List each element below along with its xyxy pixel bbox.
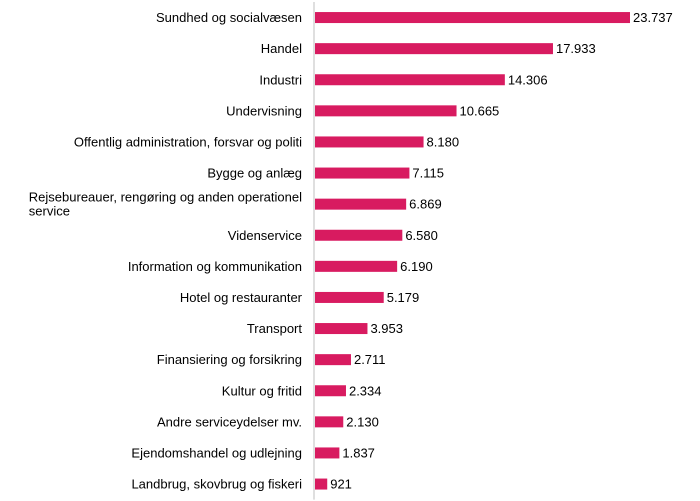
category-label-landbrug-skovbrug-og-fiskeri: Landbrug, skovbrug og fiskeri — [131, 477, 302, 492]
value-label-ejendomshandel-og-udlejning: 1.837 — [342, 445, 375, 460]
value-label-handel: 17.933 — [556, 41, 596, 56]
value-label-videnservice: 6.580 — [405, 228, 438, 243]
bar-bygge-og-anlaeg — [315, 167, 410, 179]
value-label-bygge-og-anlaeg: 7.115 — [412, 166, 444, 181]
value-label-sundhed-og-socialvaesen: 23.737 — [633, 10, 673, 25]
value-label-andre-serviceydelser-mv: 2.130 — [346, 414, 379, 429]
category-label-bygge-og-anlaeg: Bygge og anlæg — [207, 166, 302, 181]
value-label-landbrug-skovbrug-og-fiskeri: 921 — [330, 477, 352, 492]
category-label-finansiering-og-forsikring: Finansiering og forsikring — [157, 352, 302, 367]
bar-sundhed-og-socialvaesen — [315, 12, 630, 24]
bar-offentlig-administration-forsvar-og-politi — [315, 136, 424, 148]
bar-andre-serviceydelser-mv — [315, 416, 344, 428]
bar-rejsebureauer-rengoring-og-anden-operationel-service — [315, 198, 407, 210]
bar-finansiering-og-forsikring — [315, 354, 351, 366]
value-label-information-og-kommunikation: 6.190 — [400, 259, 433, 274]
category-label-undervisning: Undervisning — [226, 103, 302, 118]
value-label-rejsebureauer-rengoring-og-anden-operationel-service: 6.869 — [409, 197, 442, 212]
bar-handel — [315, 43, 553, 55]
category-label-sundhed-og-socialvaesen: Sundhed og socialvæsen — [156, 10, 302, 25]
value-label-undervisning: 10.665 — [460, 103, 500, 118]
category-label-videnservice: Videnservice — [228, 228, 302, 243]
bar-landbrug-skovbrug-og-fiskeri — [315, 478, 328, 490]
category-label-rejsebureauer-rengoring-og-anden-operationel-service: Rejsebureauer, rengøring og anden operat… — [29, 190, 302, 219]
category-label-ejendomshandel-og-udlejning: Ejendomshandel og udlejning — [131, 445, 302, 460]
value-label-offentlig-administration-forsvar-og-politi: 8.180 — [427, 134, 460, 149]
bar-transport — [315, 323, 368, 335]
value-label-finansiering-og-forsikring: 2.711 — [354, 352, 386, 367]
value-label-kultur-og-fritid: 2.334 — [349, 383, 382, 398]
value-label-industri: 14.306 — [508, 72, 548, 87]
category-label-kultur-og-fritid: Kultur og fritid — [222, 383, 302, 398]
category-label-hotel-og-restauranter: Hotel og restauranter — [180, 290, 303, 305]
value-label-transport: 3.953 — [370, 321, 403, 336]
bar-undervisning — [315, 105, 457, 117]
category-label-andre-serviceydelser-mv: Andre serviceydelser mv. — [157, 414, 302, 429]
bar-kultur-og-fritid — [315, 385, 346, 397]
value-labels-group: 23.737 17.933 14.306 10.665 8.180 7.115 6.869 6… — [330, 10, 673, 492]
bar-ejendomshandel-og-udlejning — [315, 447, 340, 459]
value-label-hotel-og-restauranter: 5.179 — [387, 290, 420, 305]
category-label-offentlig-administration-forsvar-og-politi: Offentlig administration, forsvar og pol… — [74, 134, 302, 149]
category-label-transport: Transport — [247, 321, 303, 336]
bars-group — [315, 12, 630, 490]
category-label-information-og-kommunikation: Information og kommunikation — [128, 259, 302, 274]
bar-videnservice — [315, 229, 403, 241]
category-label-handel: Handel — [261, 41, 302, 56]
bar-hotel-og-restauranter — [315, 291, 384, 303]
category-labels-group: Sundhed og socialvæsen Handel Industri Unde… — [29, 10, 303, 492]
category-label-industri: Industri — [259, 72, 302, 87]
bar-information-og-kommunikation — [315, 260, 398, 272]
bar-industri — [315, 74, 505, 86]
